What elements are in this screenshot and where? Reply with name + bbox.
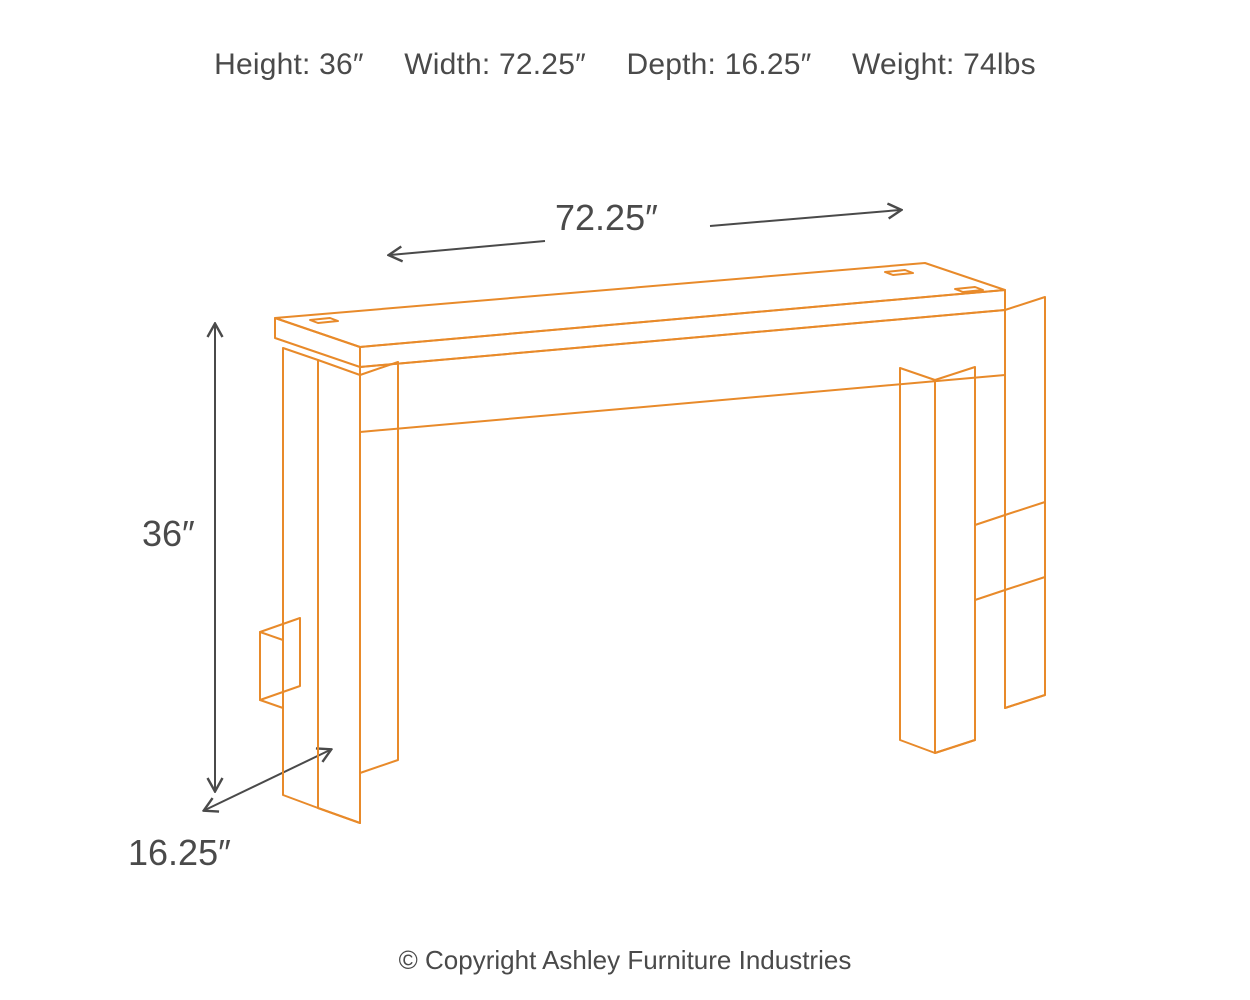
dimension-arrows (205, 210, 900, 810)
dimension-diagram: Height: 36″ Width: 72.25″ Depth: 16.25″ … (0, 0, 1250, 1000)
depth-callout: 16.25″ (128, 832, 231, 874)
width-callout: 72.25″ (555, 197, 658, 239)
height-callout: 36″ (142, 513, 195, 555)
copyright-line: © Copyright Ashley Furniture Industries (0, 945, 1250, 976)
table-outline (260, 263, 1045, 823)
